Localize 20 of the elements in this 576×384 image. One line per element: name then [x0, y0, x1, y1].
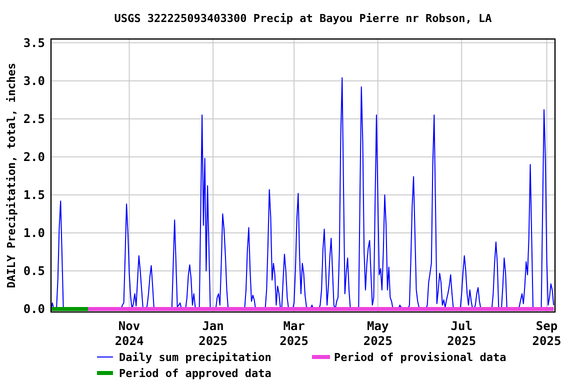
x-tick-label: Jan 2025	[198, 319, 228, 348]
chart-title: USGS 322225093403300 Precip at Bayou Pierre nr Robson, LA	[114, 12, 492, 25]
y-tick-label: 3.5	[23, 36, 45, 50]
y-tick-label: 2.0	[23, 150, 45, 164]
y-tick-label: 3.0	[23, 74, 45, 88]
x-tick-label: Jul 2025	[447, 319, 476, 348]
x-tick-label: Sep 2025	[532, 319, 562, 348]
x-tick-label: Nov 2024	[114, 319, 144, 348]
x-tick-label: May 2025	[363, 319, 392, 348]
x-tick-label: Mar 2025	[280, 319, 309, 348]
legend-label: Daily sum precipitation	[119, 350, 272, 364]
y-tick-label: 1.0	[23, 226, 45, 240]
legend-label: Period of approved data	[119, 366, 272, 380]
y-tick-label: 0.5	[23, 264, 45, 278]
y-axis-title: DAILY Precipitation, total, inches	[5, 62, 18, 288]
y-tick-label: 1.5	[23, 188, 45, 202]
y-tick-label: 0.0	[23, 302, 45, 316]
y-tick-label: 2.5	[23, 112, 45, 126]
legend-label: Period of provisional data	[334, 350, 506, 364]
line-series	[51, 77, 554, 310]
